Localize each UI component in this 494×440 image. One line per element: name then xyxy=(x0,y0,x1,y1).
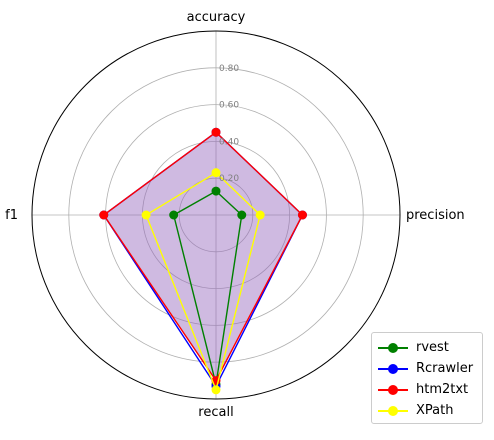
r-tick-label: 0.60 xyxy=(219,101,239,111)
data-point-accuracy xyxy=(211,127,221,137)
legend-item-rvest: rvest xyxy=(378,337,476,358)
axis-label-recall: recall xyxy=(198,405,233,420)
r-tick-label: 0.40 xyxy=(219,137,239,147)
r-tick-label: 0.20 xyxy=(219,174,239,184)
data-point-precision xyxy=(297,210,307,220)
series-XPath xyxy=(141,168,265,395)
legend-item-htm2txt: htm2txt xyxy=(378,379,476,400)
legend-label: rvest xyxy=(416,340,449,355)
legend-label: htm2txt xyxy=(416,382,469,397)
data-point-precision xyxy=(237,210,247,220)
data-point-recall xyxy=(211,385,221,395)
legend-marker-icon xyxy=(378,342,408,354)
radar-fill xyxy=(103,132,303,381)
data-point-f1 xyxy=(169,210,179,220)
legend-label: Rcrawler xyxy=(416,361,474,376)
grid-ring xyxy=(68,67,364,363)
data-point-accuracy xyxy=(211,186,221,196)
legend-item-XPath: XPath xyxy=(378,400,476,421)
grid-ring xyxy=(178,177,254,253)
axis-label-accuracy: accuracy xyxy=(187,10,246,25)
fill-area xyxy=(103,132,303,381)
axis-label-f1: f1 xyxy=(5,208,18,223)
legend: rvest Rcrawler htm2txt XPath xyxy=(371,332,483,424)
data-point-accuracy xyxy=(211,168,221,178)
legend-marker-icon xyxy=(378,405,408,417)
radar-labels: 0.20 0.40 0.60 0.80 accuracy precision recall f… xyxy=(5,10,465,420)
legend-label: XPath xyxy=(416,403,454,418)
data-point-precision xyxy=(255,210,265,220)
data-point-f1 xyxy=(99,210,109,220)
r-tick-label: 0.80 xyxy=(219,64,239,74)
data-point-f1 xyxy=(141,210,151,220)
radar-series xyxy=(99,127,307,395)
axis-label-precision: precision xyxy=(406,208,465,223)
legend-marker-icon xyxy=(378,363,408,375)
outer-frame xyxy=(31,30,401,400)
legend-marker-icon xyxy=(378,384,408,396)
legend-item-Rcrawler: Rcrawler xyxy=(378,358,476,379)
